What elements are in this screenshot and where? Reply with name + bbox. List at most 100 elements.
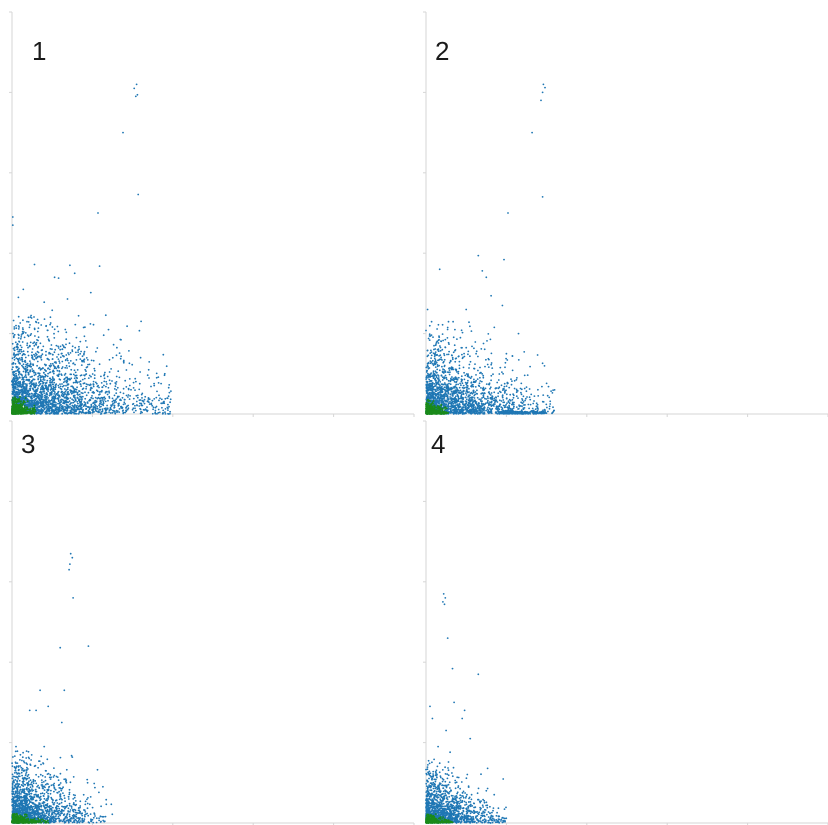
data-point xyxy=(49,352,52,355)
data-point xyxy=(42,406,44,409)
data-point xyxy=(99,402,101,405)
data-point xyxy=(119,391,122,394)
data-point xyxy=(464,403,467,406)
data-point xyxy=(46,379,49,382)
data-point xyxy=(18,376,21,379)
data-point xyxy=(19,337,22,340)
data-point xyxy=(22,400,25,402)
data-point xyxy=(51,402,54,404)
data-point xyxy=(490,401,493,404)
data-point xyxy=(19,412,22,415)
data-point xyxy=(17,360,20,363)
data-point xyxy=(47,372,49,375)
data-point xyxy=(452,391,455,394)
data-point xyxy=(11,383,13,386)
data-point xyxy=(78,408,81,411)
data-point xyxy=(524,399,526,402)
data-point xyxy=(119,338,122,341)
data-point xyxy=(81,395,84,398)
data-point xyxy=(513,405,515,408)
data-point xyxy=(489,387,491,390)
data-point xyxy=(444,338,447,341)
data-point xyxy=(35,341,38,344)
data-point xyxy=(430,394,433,396)
data-point xyxy=(435,402,437,405)
data-point xyxy=(57,400,60,403)
data-point xyxy=(52,412,55,415)
data-point xyxy=(33,386,36,389)
data-point xyxy=(20,336,23,338)
data-point xyxy=(23,392,26,394)
data-point xyxy=(115,389,118,391)
data-point xyxy=(75,391,78,393)
data-point xyxy=(28,382,31,385)
data-point xyxy=(520,382,523,385)
data-point xyxy=(503,401,506,404)
data-point xyxy=(63,355,65,358)
data-point xyxy=(127,394,130,396)
data-point xyxy=(494,399,497,402)
data-point xyxy=(152,408,155,411)
data-point xyxy=(525,390,528,393)
data-point xyxy=(471,383,474,386)
data-point xyxy=(90,386,92,389)
data-point xyxy=(468,391,470,393)
data-point xyxy=(13,398,15,400)
data-point xyxy=(45,350,47,353)
data-point xyxy=(140,320,143,323)
data-point xyxy=(18,370,21,373)
data-point xyxy=(12,408,14,410)
data-point xyxy=(490,392,493,394)
data-point xyxy=(439,386,442,389)
data-point xyxy=(460,380,463,383)
data-point xyxy=(438,335,440,337)
data-point xyxy=(53,393,56,395)
data-point xyxy=(54,348,57,351)
data-point xyxy=(105,411,108,414)
data-point xyxy=(85,366,88,369)
data-point xyxy=(113,388,116,390)
data-point xyxy=(515,388,518,391)
data-point xyxy=(63,391,65,394)
data-point xyxy=(451,376,453,378)
data-point xyxy=(78,399,80,402)
data-point xyxy=(100,390,103,393)
data-point xyxy=(146,406,148,408)
data-point xyxy=(461,391,463,394)
data-point xyxy=(65,403,68,406)
data-point xyxy=(104,400,107,403)
data-point xyxy=(13,386,16,388)
data-point xyxy=(495,406,498,409)
data-point xyxy=(437,386,440,389)
data-point xyxy=(456,371,458,373)
data-point xyxy=(76,400,79,403)
data-point xyxy=(511,408,514,410)
data-point xyxy=(483,410,485,412)
data-point xyxy=(487,397,489,400)
data-point xyxy=(487,366,490,368)
data-point xyxy=(475,352,477,355)
data-point xyxy=(29,363,32,365)
data-point xyxy=(465,408,468,411)
data-point xyxy=(74,363,76,366)
data-point xyxy=(118,411,121,413)
data-point xyxy=(472,385,475,388)
data-point xyxy=(63,378,65,381)
data-point xyxy=(506,359,509,361)
data-point xyxy=(25,370,27,373)
data-point xyxy=(71,345,74,348)
data-point xyxy=(162,412,164,415)
data-point xyxy=(433,388,436,391)
data-point xyxy=(105,385,107,388)
data-point xyxy=(509,393,512,396)
data-point xyxy=(440,391,443,394)
data-point xyxy=(66,401,69,404)
data-point xyxy=(443,358,446,361)
data-point xyxy=(76,391,79,394)
data-point xyxy=(72,391,74,394)
data-point xyxy=(83,377,86,380)
data-point xyxy=(43,318,46,320)
data-point xyxy=(81,378,84,381)
data-point xyxy=(83,358,86,361)
data-point xyxy=(19,389,22,392)
